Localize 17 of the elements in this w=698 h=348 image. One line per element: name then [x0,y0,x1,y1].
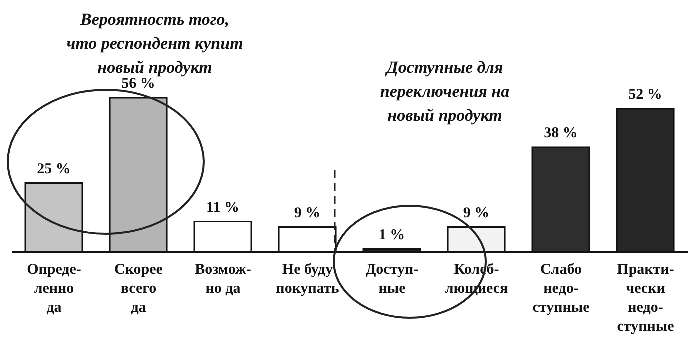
data-label: 9 % [294,205,321,222]
data-label: 9 % [463,205,490,222]
data-label: 25 % [37,161,71,178]
x-tick-label: Не буду покупать [276,262,340,297]
data-label: 56 % [122,76,156,92]
annotation: Доступные для переключения на новый продукт [380,58,510,125]
x-tick-label: Возмож- но да [195,262,252,297]
text: Вероятность того, что респондент купит новый продукт [66,9,244,78]
x-tick-label: Скорее всего да [114,262,164,316]
data-label: 1 % [378,227,406,244]
x-tick-label: Слабо недо- ступные [532,262,590,316]
data-label: 52 % [628,87,662,103]
data-label: 11 % [206,200,240,216]
data-label: 38 % [544,126,578,142]
x-tick-label: Практи- чески недо- ступные [617,262,675,335]
x-tick-label: Доступ- ные [366,262,419,297]
x-tick-label: Опреде- ленно да [27,262,82,316]
